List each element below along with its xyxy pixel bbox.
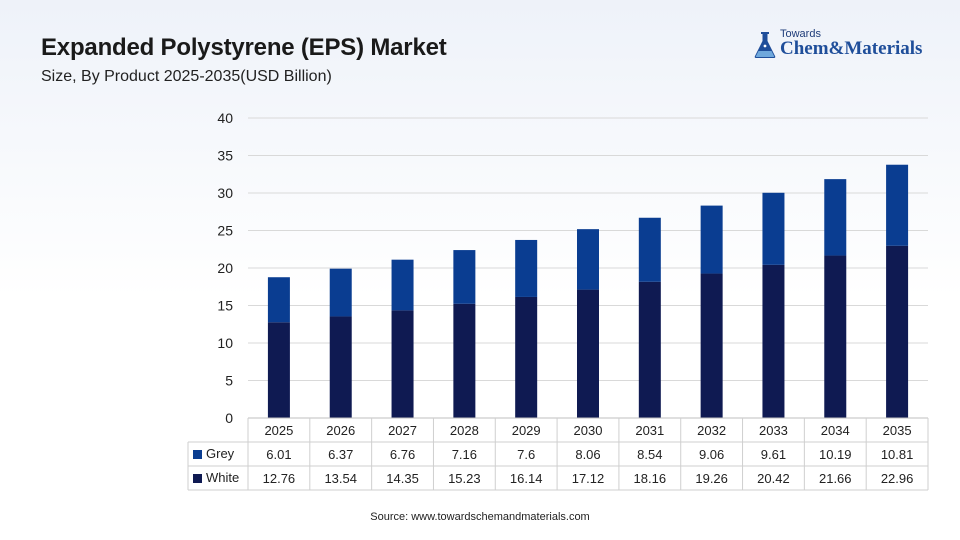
y-tick-label: 40 [217,110,233,126]
x-tick-label: 2027 [388,423,417,438]
data-label: 10.81 [881,447,914,462]
x-tick-label: 2033 [759,423,788,438]
bar-white [391,310,414,418]
chart-title: Expanded Polystyrene (EPS) Market [41,34,447,61]
data-label: 7.6 [517,447,535,462]
bar-grey [515,239,538,297]
data-label: 9.06 [699,447,724,462]
x-tick-label: 2026 [326,423,355,438]
data-label: 7.16 [452,447,477,462]
bar-white [638,281,661,418]
data-label: 9.61 [761,447,786,462]
data-label: 6.37 [328,447,353,462]
bar-white [886,245,909,418]
legend-label-white: White [206,470,239,485]
data-label: 6.01 [266,447,291,462]
bar-grey [453,250,476,304]
data-label: 15.23 [448,471,481,486]
bar-grey [762,192,785,265]
data-label: 18.16 [634,471,667,486]
x-tick-label: 2035 [883,423,912,438]
data-label: 8.06 [575,447,600,462]
bar-grey [267,277,290,323]
bar-white [267,322,290,418]
bar-white [329,316,352,418]
bar-grey [329,268,352,317]
source-note: Source: www.towardschemandmaterials.com [370,511,590,523]
data-label: 13.54 [324,471,357,486]
bar-white [453,303,476,418]
data-label: 21.66 [819,471,852,486]
data-label: 22.96 [881,471,914,486]
bar-grey [700,205,723,274]
bar-white [824,255,847,418]
logo-brand-text: Chem&Materials [780,38,923,59]
bar-white [700,273,723,418]
data-label: 10.19 [819,447,852,462]
x-tick-label: 2034 [821,423,850,438]
logo-small-text: Towards [780,28,821,40]
brand-logo: Towards Chem&Materials [752,28,932,64]
bar-grey [886,164,909,246]
data-label: 12.76 [263,471,296,486]
bar-grey [391,259,414,311]
legend-swatch-grey [193,450,202,459]
chart-subtitle: Size, By Product 2025-2035(USD Billion) [41,68,332,85]
bar-grey [824,179,847,256]
flask-icon [754,32,776,58]
x-tick-label: 2032 [697,423,726,438]
data-label: 16.14 [510,471,543,486]
y-tick-label: 35 [217,148,233,164]
y-tick-label: 10 [217,335,233,351]
bar-grey [577,229,599,290]
bar-white [577,289,599,418]
bar-white [515,296,538,418]
y-tick-label: 0 [225,410,233,426]
x-tick-label: 2030 [574,423,603,438]
x-tick-label: 2028 [450,423,479,438]
data-label: 8.54 [637,447,662,462]
legend-swatch-white [193,474,202,483]
data-label: 17.12 [572,471,605,486]
data-label: 14.35 [386,471,419,486]
legend-label-grey: Grey [206,446,235,461]
data-label: 19.26 [695,471,728,486]
y-tick-label: 30 [217,185,233,201]
y-tick-label: 5 [225,373,233,389]
data-label: 6.76 [390,447,415,462]
bar-white [762,264,785,418]
x-tick-label: 2029 [512,423,541,438]
x-tick-label: 2025 [264,423,293,438]
y-tick-label: 25 [217,223,233,239]
y-tick-label: 15 [217,298,233,314]
x-tick-label: 2031 [635,423,664,438]
bar-grey [638,217,661,282]
y-tick-label: 20 [217,260,233,276]
data-label: 20.42 [757,471,790,486]
